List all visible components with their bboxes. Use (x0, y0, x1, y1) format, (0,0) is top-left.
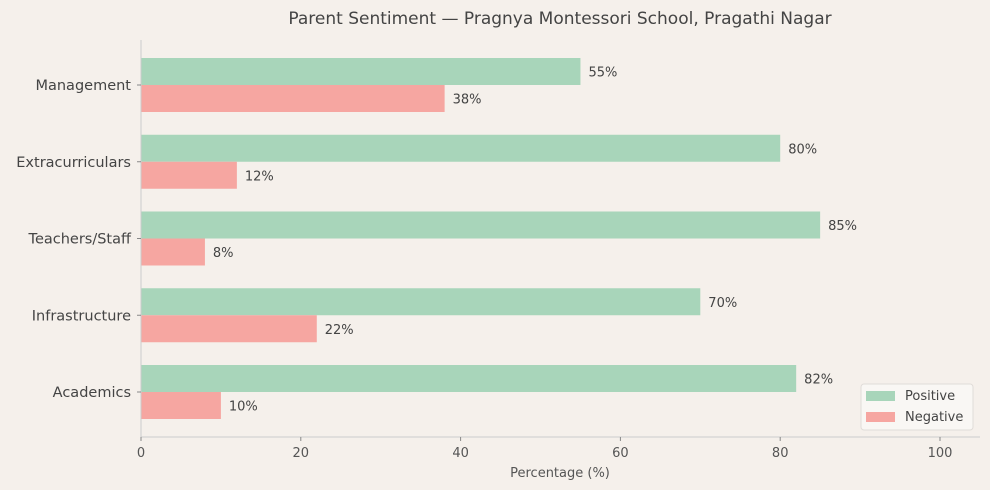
x-tick-label: 100 (928, 446, 953, 461)
x-axis-label: Percentage (%) (510, 466, 610, 481)
bar-positive (141, 58, 581, 85)
y-tick-label: Extracurriculars (16, 155, 131, 171)
data-label: 8% (213, 246, 234, 261)
bar-negative (141, 238, 205, 266)
legend-label-negative: Negative (905, 410, 963, 425)
data-label: 10% (229, 400, 258, 415)
data-label: 55% (588, 66, 617, 81)
x-tick-label: 80 (772, 446, 789, 461)
legend: Positive Negative (860, 383, 974, 431)
data-label: 70% (708, 296, 737, 311)
bar-negative (141, 315, 317, 343)
data-label: 80% (788, 142, 817, 157)
bar-positive (141, 365, 797, 392)
y-tick-label: Teachers/Staff (28, 232, 132, 248)
bar-positive (141, 211, 821, 239)
data-label: 85% (828, 219, 857, 234)
y-tick-label: Academics (53, 385, 131, 401)
data-label: 12% (245, 169, 274, 184)
bar-positive (141, 134, 781, 162)
bar-positive (141, 288, 701, 316)
data-label: 82% (804, 373, 833, 388)
x-tick-label: 0 (137, 446, 145, 461)
data-label: 22% (325, 323, 354, 338)
x-tick-label: 60 (612, 446, 629, 461)
bar-negative (141, 85, 445, 112)
legend-label-positive: Positive (905, 389, 955, 404)
legend-swatch-positive (866, 391, 895, 401)
chart-title: Parent Sentiment — Pragnya Montessori Sc… (288, 9, 831, 29)
x-tick-label: 20 (293, 446, 310, 461)
bar-negative (141, 161, 237, 189)
y-tick-label: Infrastructure (32, 308, 131, 324)
legend-swatch-negative (866, 412, 895, 422)
data-label: 38% (453, 93, 482, 108)
y-tick-label: Management (35, 78, 131, 94)
bar-negative (141, 392, 221, 419)
x-tick-label: 40 (452, 446, 469, 461)
